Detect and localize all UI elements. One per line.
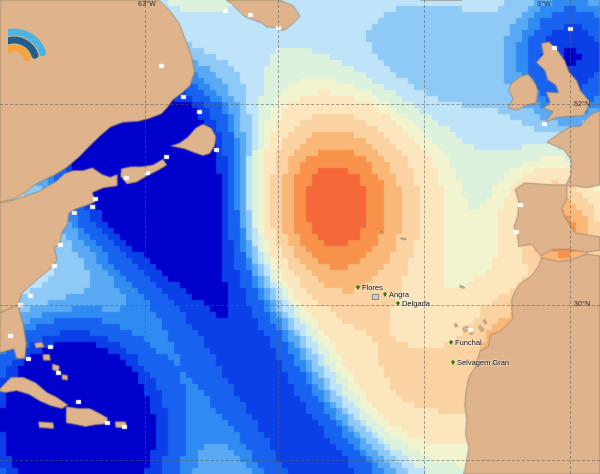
map-pin-icon	[383, 292, 387, 297]
graticule-label-lon-63w: 63°W	[138, 1, 156, 8]
place-label-text: Angra	[389, 290, 410, 299]
map-pin-icon	[449, 340, 453, 345]
place-label-text: Selvagem Gran	[457, 358, 510, 367]
town-marker-icon	[372, 294, 379, 300]
place-ponta-delgada[interactable]: Delgada	[396, 299, 430, 308]
map-pin-icon	[451, 360, 455, 365]
place-horta[interactable]	[372, 294, 381, 300]
place-selvagem-grande[interactable]: Selvagem Gran	[451, 358, 509, 367]
place-label-text: Flores	[362, 283, 383, 292]
map-pin-icon	[396, 301, 400, 306]
graticule-label-lon-3w: 3°W	[537, 1, 551, 8]
place-angra[interactable]: Angra	[383, 290, 409, 299]
graticule-label-lat-30n: 30°N	[574, 301, 591, 308]
graticule-label-lat-52n: 52°N	[574, 101, 591, 108]
place-label-text: Delgada	[402, 299, 430, 308]
place-funchal[interactable]: Funchal	[449, 338, 482, 347]
map-pin-icon	[356, 285, 360, 290]
place-label-text: Funchal	[455, 338, 482, 347]
place-flores[interactable]: Flores	[356, 283, 383, 292]
